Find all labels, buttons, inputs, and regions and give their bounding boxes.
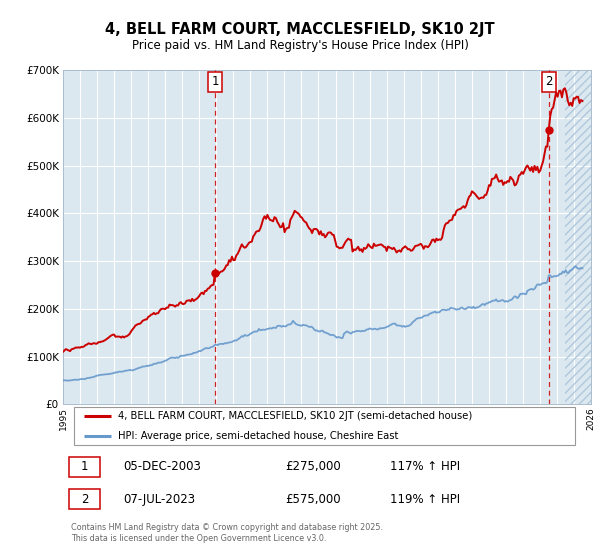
- FancyBboxPatch shape: [70, 489, 100, 509]
- Text: 117% ↑ HPI: 117% ↑ HPI: [391, 460, 460, 473]
- Text: Price paid vs. HM Land Registry's House Price Index (HPI): Price paid vs. HM Land Registry's House …: [131, 39, 469, 52]
- FancyBboxPatch shape: [70, 457, 100, 477]
- Text: 2: 2: [545, 75, 553, 88]
- Text: 2: 2: [81, 493, 88, 506]
- Text: 1: 1: [81, 460, 88, 473]
- Text: 1: 1: [211, 75, 218, 88]
- Text: 4, BELL FARM COURT, MACCLESFIELD, SK10 2JT (semi-detached house): 4, BELL FARM COURT, MACCLESFIELD, SK10 2…: [118, 412, 473, 422]
- Text: £275,000: £275,000: [285, 460, 341, 473]
- Text: £575,000: £575,000: [285, 493, 340, 506]
- Text: 05-DEC-2003: 05-DEC-2003: [124, 460, 202, 473]
- Bar: [565, 70, 591, 404]
- Text: Contains HM Land Registry data © Crown copyright and database right 2025.
This d: Contains HM Land Registry data © Crown c…: [71, 522, 383, 543]
- FancyBboxPatch shape: [74, 407, 575, 445]
- Bar: [565, 70, 591, 404]
- Text: HPI: Average price, semi-detached house, Cheshire East: HPI: Average price, semi-detached house,…: [118, 431, 399, 441]
- Text: 119% ↑ HPI: 119% ↑ HPI: [391, 493, 460, 506]
- Text: 4, BELL FARM COURT, MACCLESFIELD, SK10 2JT: 4, BELL FARM COURT, MACCLESFIELD, SK10 2…: [105, 22, 495, 38]
- Text: 07-JUL-2023: 07-JUL-2023: [124, 493, 196, 506]
